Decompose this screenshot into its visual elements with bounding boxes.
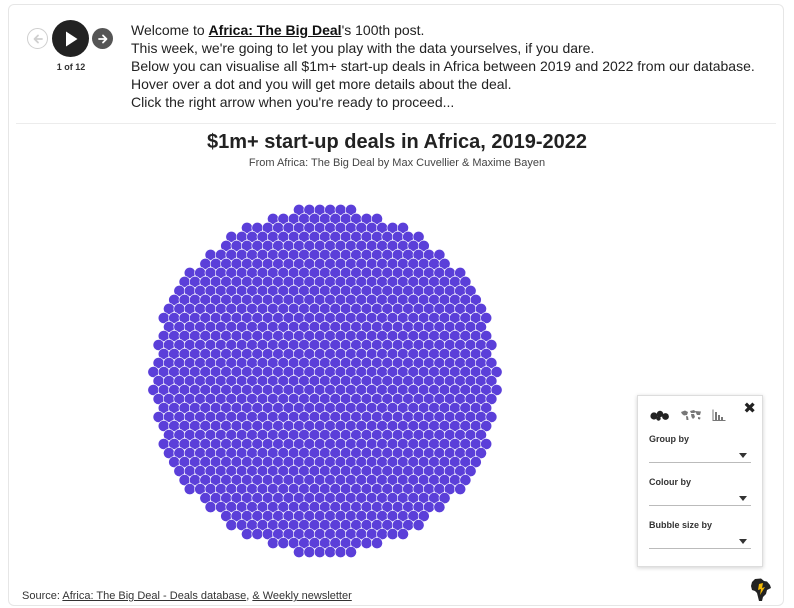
colour-by-control: Colour by	[649, 477, 751, 506]
chevron-down-icon	[739, 453, 747, 458]
deal-bubble[interactable]	[433, 249, 446, 261]
map-icon[interactable]	[680, 408, 702, 426]
deal-bubble[interactable]	[241, 528, 253, 540]
deal-bubble[interactable]	[459, 474, 472, 486]
size-by-control: Bubble size by	[649, 520, 751, 549]
intro-line-3: Below you can visualise all $1m+ start-u…	[131, 58, 755, 74]
deal-bubble[interactable]	[267, 537, 279, 549]
deal-bubble[interactable]	[334, 546, 347, 558]
deal-bubble[interactable]	[475, 447, 487, 459]
deal-bubble[interactable]	[438, 258, 451, 270]
deal-bubble[interactable]	[469, 294, 482, 306]
deal-bubble[interactable]	[490, 366, 503, 378]
deal-bubble[interactable]	[485, 411, 498, 423]
deal-bubble[interactable]	[485, 393, 498, 405]
deal-bubble[interactable]	[459, 276, 472, 288]
deal-bubble[interactable]	[464, 465, 477, 477]
intro-line-5: Click the right arrow when you're ready …	[131, 94, 455, 110]
deal-bubble[interactable]	[485, 339, 498, 351]
chevron-down-icon	[739, 539, 747, 544]
weekly-newsletter-link[interactable]: & Weekly newsletter	[252, 590, 352, 602]
source-footer: Source: Africa: The Big Deal - Deals dat…	[22, 590, 352, 602]
deal-bubble[interactable]	[480, 330, 493, 342]
deal-bubble[interactable]	[480, 312, 493, 324]
size-by-select[interactable]	[649, 534, 751, 549]
embed-frame	[8, 4, 784, 606]
deal-bubble[interactable]	[475, 321, 487, 333]
deals-database-link[interactable]: Africa: The Big Deal - Deals database	[62, 590, 247, 602]
deal-bubble[interactable]	[417, 510, 430, 522]
deal-bubble[interactable]	[371, 537, 383, 549]
deal-bubble[interactable]	[324, 546, 337, 558]
deal-bubble[interactable]	[475, 303, 487, 315]
play-button[interactable]	[52, 20, 89, 57]
deal-bubble[interactable]	[251, 528, 264, 540]
group-by-select[interactable]	[649, 448, 751, 463]
deal-bubble[interactable]	[490, 384, 503, 396]
colour-by-label: Colour by	[649, 477, 691, 487]
deal-bubble[interactable]	[371, 212, 383, 225]
deal-bubble[interactable]	[412, 231, 425, 243]
deal-bubble[interactable]	[475, 429, 487, 441]
story-navigation: 1 of 12	[26, 20, 116, 74]
deal-bubble[interactable]	[345, 546, 357, 558]
africa-logo-icon	[751, 578, 771, 601]
arrow-right-icon	[97, 34, 107, 43]
intro-line-2: This week, we're going to let you play w…	[131, 40, 595, 56]
deal-bubble[interactable]	[438, 492, 451, 504]
deal-bubble[interactable]	[485, 357, 498, 369]
deal-bubble[interactable]	[303, 546, 316, 558]
deal-bubble[interactable]	[480, 438, 493, 450]
next-step-button[interactable]	[92, 28, 113, 49]
group-by-label: Group by	[649, 434, 689, 444]
deal-bubble[interactable]	[293, 546, 305, 558]
deal-bubble[interactable]	[480, 348, 493, 360]
group-by-control: Group by	[649, 434, 751, 463]
deal-bubble[interactable]	[397, 528, 409, 540]
deal-bubble[interactable]	[225, 519, 238, 531]
deal-bubble[interactable]	[277, 537, 290, 549]
divider	[16, 123, 776, 124]
deal-bubble[interactable]	[313, 546, 326, 558]
deal-bubble[interactable]	[412, 519, 425, 531]
step-counter: 1 of 12	[56, 62, 86, 72]
previous-step-button[interactable]	[27, 28, 48, 49]
deal-bubble[interactable]	[454, 267, 467, 279]
chevron-down-icon	[739, 496, 747, 501]
bubble-chart	[147, 203, 503, 558]
deal-bubble[interactable]	[360, 537, 373, 549]
bubbles-icon[interactable]	[650, 408, 670, 426]
deal-bubble[interactable]	[464, 285, 477, 297]
deal-bubble[interactable]	[469, 456, 482, 468]
view-switcher	[650, 408, 726, 426]
play-icon	[65, 31, 77, 46]
close-controls-button[interactable]: ✖	[743, 400, 756, 417]
intro-line-4: Hover over a dot and you will get more d…	[131, 76, 512, 92]
deal-bubble[interactable]	[433, 501, 446, 513]
deal-bubble[interactable]	[204, 501, 217, 513]
colour-by-select[interactable]	[649, 491, 751, 506]
big-deal-link[interactable]: Africa: The Big Deal	[208, 22, 342, 38]
deal-bubble[interactable]	[485, 375, 498, 387]
bar-chart-icon[interactable]	[712, 408, 726, 426]
intro-text: Welcome to Africa: The Big Deal's 100th …	[131, 21, 771, 111]
deal-bubble[interactable]	[345, 203, 357, 216]
deal-bubble[interactable]	[480, 420, 493, 432]
deal-bubble[interactable]	[183, 483, 196, 495]
deal-bubble[interactable]	[386, 528, 399, 540]
size-by-label: Bubble size by	[649, 520, 713, 530]
deal-bubble[interactable]	[480, 402, 493, 414]
arrow-left-icon	[33, 34, 43, 43]
chart-title: $1m+ start-up deals in Africa, 2019-2022	[207, 131, 587, 153]
deal-bubble[interactable]	[397, 221, 409, 234]
controls-panel: ✖ Group by Colour by	[637, 395, 763, 567]
deal-bubble[interactable]	[454, 483, 467, 495]
intro-line-1: Welcome to Africa: The Big Deal's 100th …	[131, 22, 425, 38]
chart-subtitle: From Africa: The Big Deal by Max Cuvelli…	[248, 157, 546, 169]
deal-bubble[interactable]	[417, 240, 430, 252]
